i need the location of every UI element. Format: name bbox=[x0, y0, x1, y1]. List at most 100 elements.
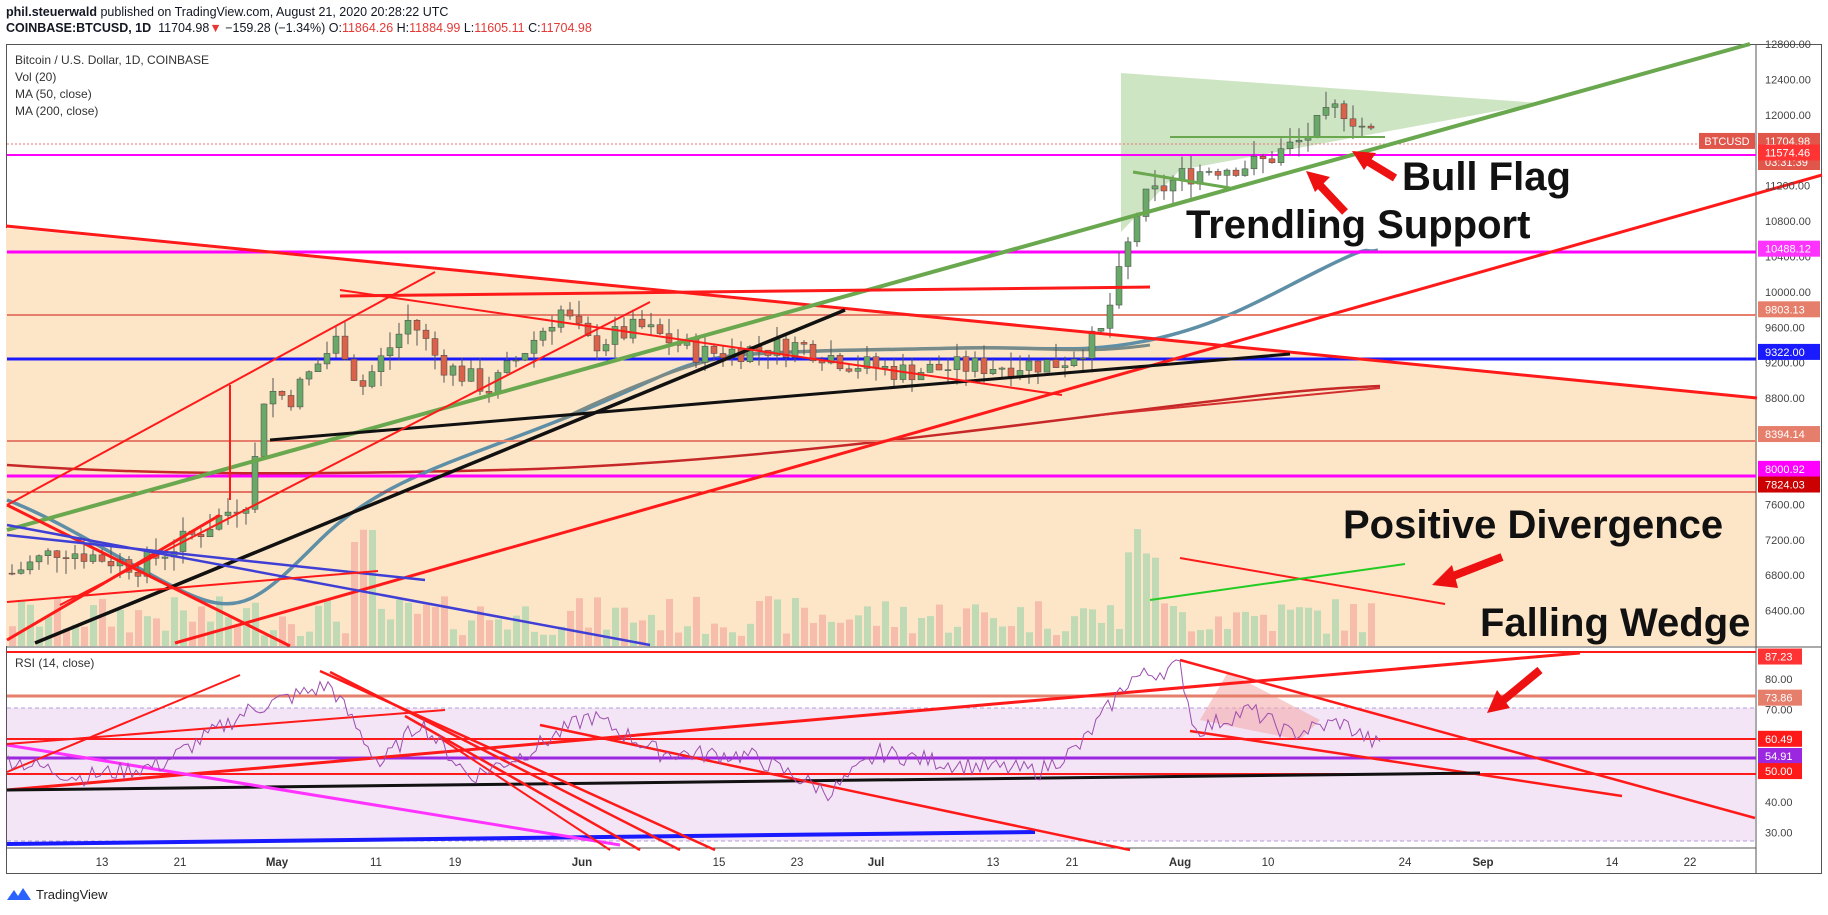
candle-body bbox=[827, 355, 835, 364]
price-label-box bbox=[1758, 476, 1820, 493]
axes: 6400.006800.007200.007600.008000.008400.… bbox=[96, 39, 1820, 869]
candle-body bbox=[80, 553, 88, 562]
footer-brand[interactable]: TradingView bbox=[36, 886, 108, 902]
time-tick-label: 13 bbox=[96, 857, 109, 869]
candle-body bbox=[359, 380, 367, 387]
volume-bar bbox=[414, 613, 421, 646]
candle-body bbox=[107, 561, 115, 567]
candle-body bbox=[872, 356, 880, 369]
volume-bar bbox=[846, 619, 853, 646]
volume-bar bbox=[1251, 615, 1258, 646]
time-tick-label: Aug bbox=[1169, 857, 1191, 869]
candle-body bbox=[386, 347, 394, 357]
candle-body bbox=[701, 345, 709, 363]
time-tick-label: Sep bbox=[1472, 857, 1493, 869]
volume-bar bbox=[495, 619, 502, 646]
time-tick-label: Jun bbox=[572, 857, 592, 869]
volume-bar bbox=[261, 635, 268, 646]
volume-bar bbox=[1323, 633, 1330, 646]
candle-body bbox=[1358, 125, 1366, 128]
ohlc-line: COINBASE:BTCUSD, 1D 11704.98▼ −159.28 (−… bbox=[6, 20, 592, 36]
close-value: 11704.98 bbox=[540, 21, 592, 35]
candle-body bbox=[917, 372, 925, 381]
candle-body bbox=[449, 365, 457, 376]
legend-ma200[interactable]: MA (200, close) bbox=[15, 104, 99, 118]
legend-volume[interactable]: Vol (20) bbox=[15, 70, 57, 84]
volume-bar bbox=[189, 621, 196, 646]
volume-bar bbox=[486, 620, 493, 646]
rsi-legend[interactable]: RSI (14, close) bbox=[15, 656, 95, 670]
rsi-tick-label: 70.00 bbox=[1765, 705, 1793, 717]
volume-bar bbox=[423, 604, 430, 646]
volume-bar bbox=[1278, 604, 1285, 646]
volume-bar bbox=[387, 619, 394, 646]
tradingview-logo-icon[interactable] bbox=[6, 886, 32, 902]
volume-bar bbox=[729, 632, 736, 646]
volume-bar bbox=[144, 616, 151, 646]
annotation-arrows bbox=[1306, 151, 1543, 713]
volume-bar bbox=[477, 606, 484, 646]
volume-bar bbox=[801, 607, 808, 646]
candle-body bbox=[197, 534, 205, 538]
candle-body bbox=[8, 572, 16, 575]
volume-bar bbox=[324, 598, 331, 646]
candle-body bbox=[926, 363, 934, 373]
time-tick-label: 21 bbox=[1066, 857, 1079, 869]
volume-bar bbox=[1260, 614, 1267, 646]
volume-bar bbox=[594, 597, 601, 646]
volume-bar bbox=[459, 635, 466, 646]
candle-body bbox=[1097, 328, 1105, 332]
candle-body bbox=[1133, 216, 1141, 243]
author-name[interactable]: phil.steuerwald bbox=[6, 5, 97, 19]
candle-body bbox=[1187, 168, 1195, 185]
volume-bar bbox=[1206, 629, 1213, 646]
volume-bar bbox=[1062, 631, 1069, 646]
high-label: H: bbox=[396, 21, 410, 35]
publish-info: published on TradingView.com, August 21,… bbox=[97, 5, 449, 19]
publish-line: phil.steuerwald published on TradingView… bbox=[6, 4, 592, 20]
red-channel-top bbox=[339, 289, 1063, 396]
volume-bar bbox=[864, 606, 871, 646]
candle-body bbox=[845, 368, 853, 372]
volume-bar bbox=[963, 608, 970, 646]
rsi-red-2 bbox=[6, 709, 446, 745]
candle-body bbox=[476, 368, 484, 392]
volume-bar bbox=[198, 606, 205, 646]
legend-title[interactable]: Bitcoin / U.S. Dollar, 1D, COINBASE bbox=[15, 53, 210, 67]
volume-bar bbox=[1233, 612, 1240, 646]
candle-body bbox=[980, 357, 988, 374]
candle-body bbox=[71, 553, 79, 559]
time-tick-label: 11 bbox=[370, 857, 382, 869]
rsi-tick-label: 40.00 bbox=[1765, 797, 1793, 809]
volume-bar bbox=[1134, 529, 1141, 646]
candle-body bbox=[530, 339, 538, 354]
rsi-magenta-line bbox=[6, 743, 621, 847]
volume-bar bbox=[765, 596, 772, 646]
volume-bar bbox=[1188, 631, 1195, 646]
price-change: −159.28 (−1.34%) bbox=[225, 21, 326, 35]
volume-bar bbox=[36, 626, 43, 646]
chart-header: phil.steuerwald published on TradingView… bbox=[6, 4, 592, 36]
candle-body bbox=[1052, 359, 1060, 368]
volume-bar bbox=[90, 605, 97, 646]
price-label-text: 8394.14 bbox=[1765, 429, 1805, 441]
volume-bar bbox=[1296, 607, 1303, 646]
rsi-red-4 bbox=[329, 670, 681, 852]
legend-ma50[interactable]: MA (50, close) bbox=[15, 87, 92, 101]
candle-body bbox=[1223, 169, 1231, 176]
study-legend: Bitcoin / U.S. Dollar, 1D, COINBASE Vol … bbox=[15, 52, 209, 120]
rsi-line bbox=[7, 659, 1381, 802]
bull-flag-region bbox=[1121, 73, 1540, 232]
candle-body bbox=[656, 324, 664, 334]
volume-bar bbox=[378, 608, 385, 646]
candle-body bbox=[413, 319, 421, 331]
volume-bar bbox=[315, 605, 322, 646]
volume-bar bbox=[441, 596, 448, 646]
candle-body bbox=[1079, 358, 1087, 360]
candle-body bbox=[305, 371, 313, 380]
annotation-trendline-support: Trendling Support bbox=[1186, 203, 1530, 247]
time-tick-label: 15 bbox=[713, 857, 726, 869]
candle-body bbox=[89, 554, 97, 562]
volume-bar bbox=[153, 618, 160, 646]
